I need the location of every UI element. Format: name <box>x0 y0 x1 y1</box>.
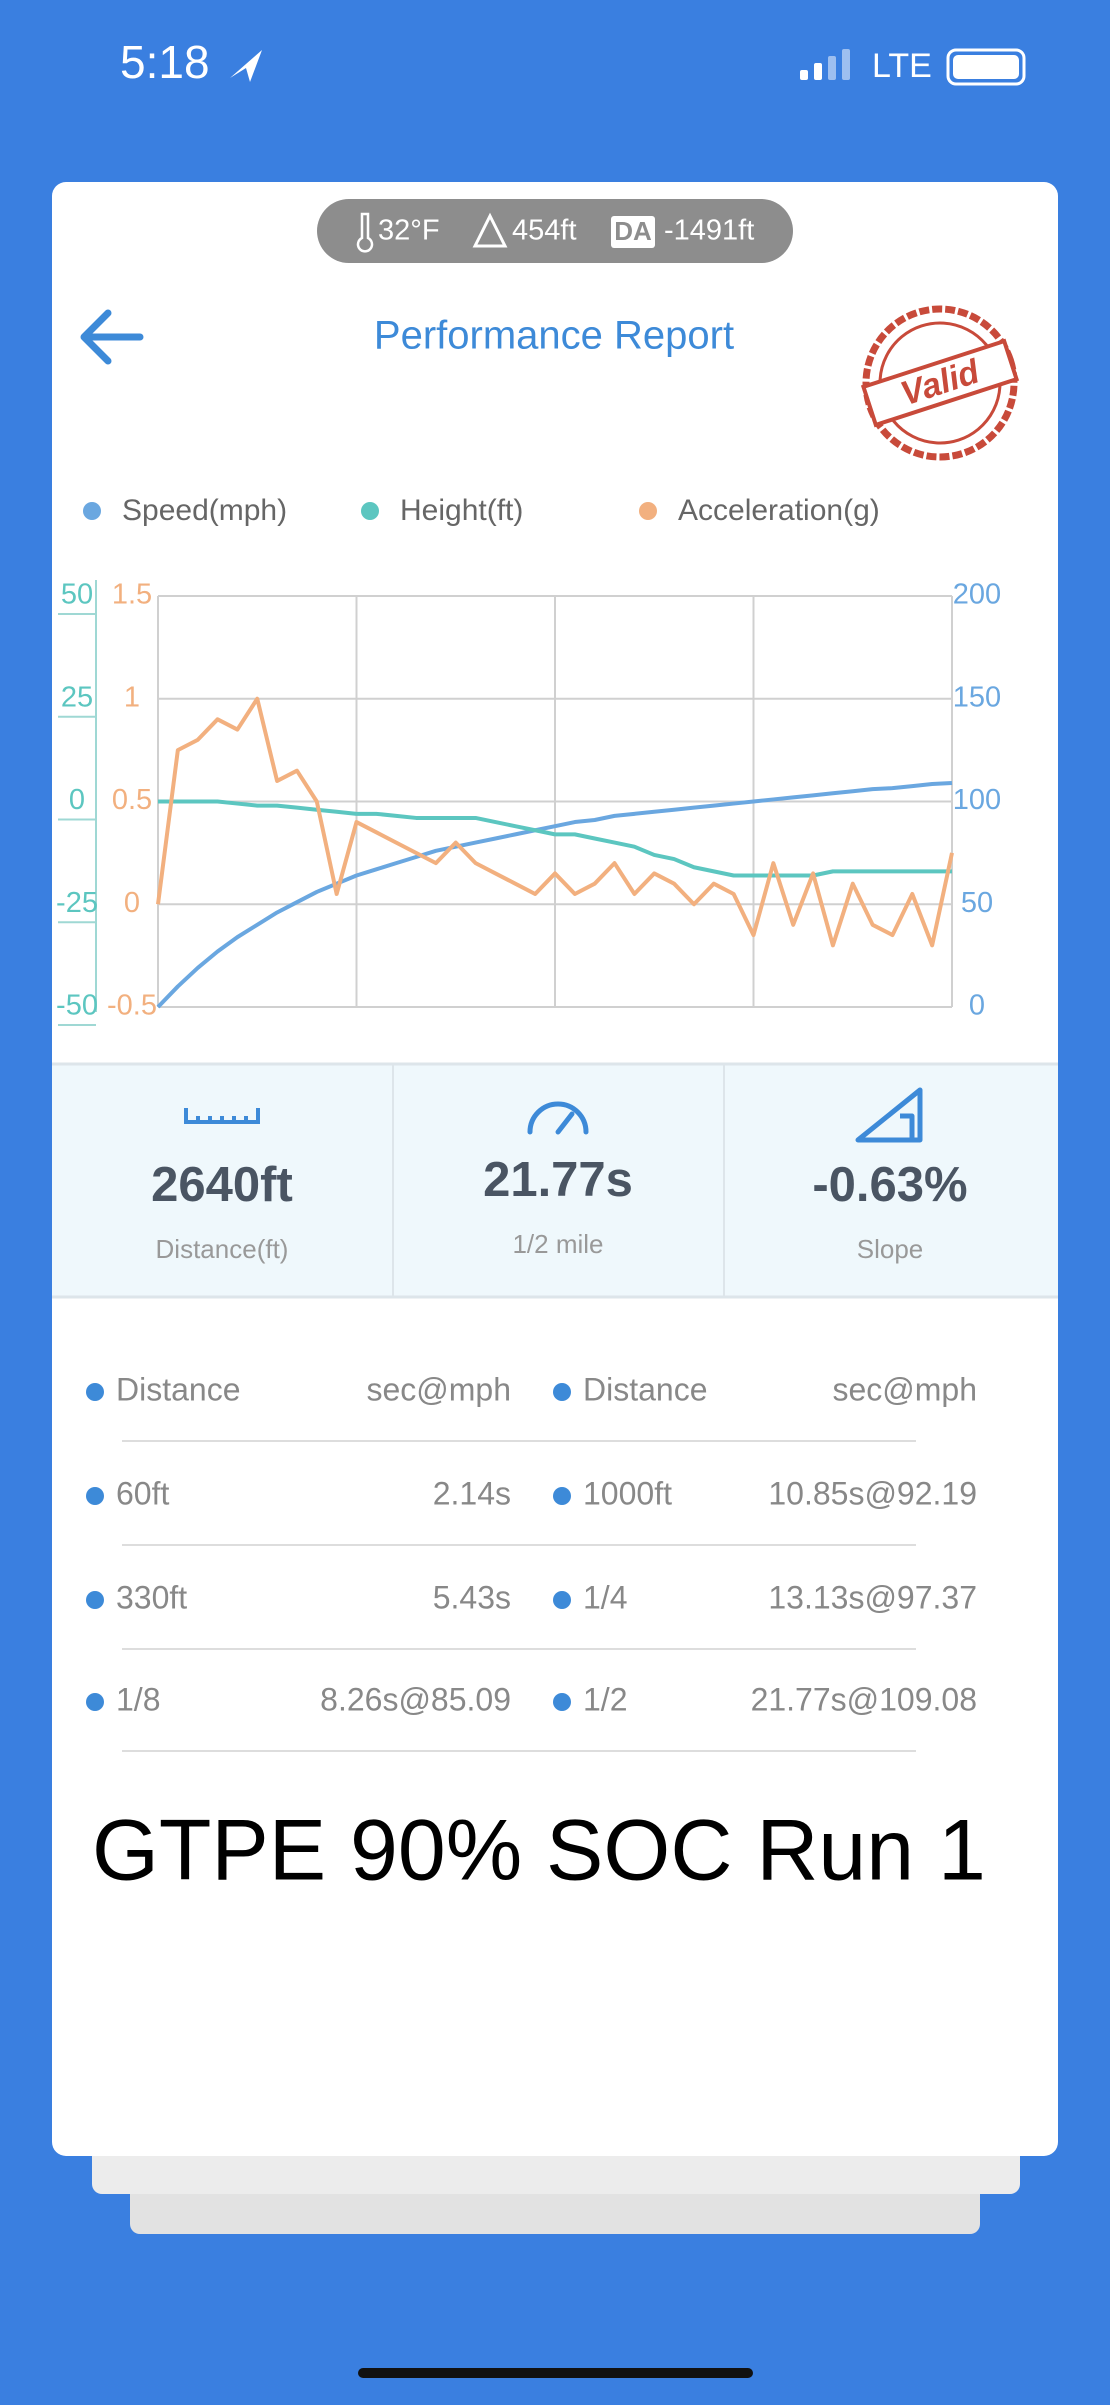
series-line <box>158 799 952 878</box>
table-cell: 1/4 <box>583 1579 627 1615</box>
legend-label: Height(ft) <box>400 494 523 527</box>
y3-tick-label: 0 <box>124 887 140 919</box>
table-cell: 10.85s@92.19 <box>768 1475 977 1511</box>
table-cell: 8.26s@85.09 <box>320 1681 511 1717</box>
y2-tick-label: 50 <box>961 887 993 919</box>
da-badge: DA <box>614 216 652 246</box>
status-time: 5:18 <box>120 36 210 88</box>
y3-tick-label: 1 <box>124 681 140 713</box>
y2-tick-label: 150 <box>953 681 1001 713</box>
location-icon <box>230 50 262 82</box>
stat-label: Slope <box>857 1234 924 1264</box>
battery-icon <box>946 48 1026 86</box>
stat-label: 1/2 mile <box>512 1229 603 1259</box>
y2-tick-label: 200 <box>953 579 1001 611</box>
status-network: LTE <box>872 47 932 85</box>
signal-icon <box>800 49 850 80</box>
thermometer-icon <box>356 212 374 253</box>
row-dot <box>86 1383 104 1401</box>
series-line <box>156 781 953 1009</box>
distance-icon <box>184 1108 260 1124</box>
table-cell: sec@mph <box>366 1371 511 1407</box>
temperature: 32°F <box>378 215 440 247</box>
table-cell: 60ft <box>116 1475 169 1511</box>
density-altitude: -1491ft <box>664 215 754 247</box>
back-button[interactable] <box>80 309 144 365</box>
table-cell: Distance <box>583 1371 708 1407</box>
table-cell: 13.13s@97.37 <box>768 1579 977 1615</box>
row-dot <box>553 1693 571 1711</box>
y-tick-label: -25 <box>56 887 98 919</box>
table-cell: sec@mph <box>832 1371 977 1407</box>
y3-tick-label: 1.5 <box>112 579 152 611</box>
row-dot <box>86 1693 104 1711</box>
speed-icon <box>527 1101 589 1135</box>
table-cell: 1/8 <box>116 1681 160 1717</box>
y-tick-label: 25 <box>61 681 93 713</box>
altitude-icon <box>472 212 508 248</box>
row-dot <box>553 1487 571 1505</box>
battery-level <box>953 55 1019 79</box>
stat-value: 21.77s <box>483 1153 633 1207</box>
caption: GTPE 90% SOC Run 1 <box>92 1803 986 1899</box>
altitude: 454ft <box>512 215 577 247</box>
y-tick-label: 0 <box>69 784 85 816</box>
series-line <box>156 696 954 948</box>
table-cell: 2.14s <box>433 1475 511 1511</box>
legend-label: Acceleration(g) <box>678 494 880 527</box>
y3-tick-label: 0.5 <box>112 784 152 816</box>
table-cell: 1/2 <box>583 1681 627 1717</box>
table-cell: 330ft <box>116 1579 187 1615</box>
stat-value: 2640ft <box>151 1158 293 1212</box>
y2-tick-label: 100 <box>953 784 1001 816</box>
table-cell: Distance <box>116 1371 241 1407</box>
table-cell: 21.77s@109.08 <box>751 1681 977 1717</box>
slope-icon <box>855 1087 923 1143</box>
legend-label: Speed(mph) <box>122 494 287 527</box>
table-cell: 1000ft <box>583 1475 672 1511</box>
page-title: Performance Report <box>374 314 734 358</box>
conditions-pill <box>317 199 793 263</box>
row-dot <box>553 1383 571 1401</box>
legend-dot <box>639 502 657 520</box>
row-dot <box>86 1591 104 1609</box>
stat-value: -0.63% <box>812 1158 967 1212</box>
table-cell: 5.43s <box>433 1579 511 1615</box>
row-dot <box>553 1591 571 1609</box>
home-indicator <box>358 2368 753 2378</box>
da-badge-bg <box>611 216 655 248</box>
y3-tick-label: -0.5 <box>107 990 157 1022</box>
legend-dot <box>83 502 101 520</box>
stat-label: Distance(ft) <box>156 1234 289 1264</box>
y-tick-label: -50 <box>56 990 98 1022</box>
row-dot <box>86 1487 104 1505</box>
y2-tick-label: 0 <box>969 990 985 1022</box>
y-tick-label: 50 <box>61 579 93 611</box>
legend-dot <box>361 502 379 520</box>
